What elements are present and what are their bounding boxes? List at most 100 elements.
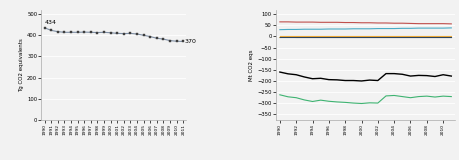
Forest land [374, 102, 380, 104]
Wetlands [448, 36, 453, 38]
Grassland [341, 36, 347, 38]
Settlements [448, 27, 453, 29]
Wetlands [391, 36, 396, 38]
Settlements [317, 28, 323, 30]
Wetlands [285, 36, 290, 38]
Cropland [407, 22, 412, 24]
Total LULUCF [391, 73, 396, 75]
Settlements [374, 28, 380, 29]
Forest land [423, 95, 429, 97]
Total LULUCF [317, 77, 323, 79]
Settlements [309, 28, 314, 30]
Total LULUCF [358, 80, 364, 82]
Cropland [448, 23, 453, 25]
Forest land [448, 96, 453, 98]
Settlements [423, 27, 429, 29]
Wetlands [325, 36, 331, 38]
Forest land [415, 96, 420, 98]
Cropland [431, 23, 437, 25]
Other land [423, 35, 429, 37]
Wetlands [341, 36, 347, 38]
Other land [399, 35, 404, 37]
Line: Forest land: Forest land [279, 95, 450, 104]
Grassland [301, 36, 307, 38]
Wetlands [374, 36, 380, 38]
Forest land [325, 100, 331, 102]
Text: 370: 370 [184, 39, 196, 44]
Wetlands [293, 36, 298, 38]
Settlements [325, 28, 331, 30]
Total LULUCF [341, 80, 347, 81]
Total LULUCF [423, 75, 429, 77]
Other land [317, 35, 323, 37]
Cropland [341, 22, 347, 24]
Wetlands [366, 36, 372, 38]
Other land [301, 35, 307, 37]
Forest land [309, 100, 314, 102]
Grassland [317, 36, 323, 38]
Other land [358, 35, 364, 37]
Wetlands [317, 36, 323, 38]
Grassland [391, 36, 396, 38]
Cropland [285, 21, 290, 23]
Text: 434: 434 [45, 20, 56, 25]
Settlements [391, 28, 396, 29]
Settlements [276, 29, 282, 31]
Cropland [309, 21, 314, 23]
Total LULUCF [366, 79, 372, 81]
Grassland [407, 36, 412, 38]
Total LULUCF [309, 78, 314, 80]
Total LULUCF [301, 76, 307, 78]
Wetlands [301, 36, 307, 38]
Cropland [391, 22, 396, 24]
Wetlands [399, 36, 404, 38]
Forest land [439, 95, 445, 97]
Total LULUCF [382, 73, 388, 75]
Wetlands [334, 36, 339, 38]
Other land [276, 35, 282, 37]
Wetlands [350, 36, 355, 38]
Cropland [374, 22, 380, 24]
Other land [407, 35, 412, 37]
Other land [309, 35, 314, 37]
Total LULUCF [293, 74, 298, 76]
Forest land [293, 97, 298, 99]
Forest land [317, 99, 323, 101]
Settlements [285, 28, 290, 30]
Settlements [407, 27, 412, 29]
Forest land [391, 95, 396, 96]
Other land [448, 35, 453, 37]
Line: Cropland: Cropland [279, 22, 450, 24]
Settlements [358, 28, 364, 30]
Total LULUCF [350, 80, 355, 81]
Forest land [382, 95, 388, 97]
Forest land [334, 101, 339, 103]
Y-axis label: Mt CO2 eqs: Mt CO2 eqs [249, 49, 254, 80]
Forest land [341, 101, 347, 103]
Cropland [334, 21, 339, 23]
Grassland [415, 36, 420, 38]
Y-axis label: Tg CO2 equivalents: Tg CO2 equivalents [19, 38, 24, 92]
Other land [293, 35, 298, 37]
Grassland [382, 36, 388, 38]
Wetlands [415, 36, 420, 38]
Other land [350, 35, 355, 37]
Grassland [448, 36, 453, 38]
Line: Total LULUCF: Total LULUCF [279, 72, 450, 81]
Total LULUCF [334, 79, 339, 81]
Cropland [366, 22, 372, 24]
Other land [439, 35, 445, 37]
Forest land [285, 96, 290, 98]
Grassland [423, 36, 429, 38]
Other land [366, 35, 372, 37]
Wetlands [382, 36, 388, 38]
Total LULUCF [439, 74, 445, 76]
Settlements [399, 27, 404, 29]
Cropland [317, 21, 323, 23]
Wetlands [407, 36, 412, 38]
Grassland [293, 36, 298, 38]
Cropland [325, 21, 331, 23]
Grassland [366, 36, 372, 38]
Total LULUCF [431, 76, 437, 77]
Total LULUCF [276, 71, 282, 73]
